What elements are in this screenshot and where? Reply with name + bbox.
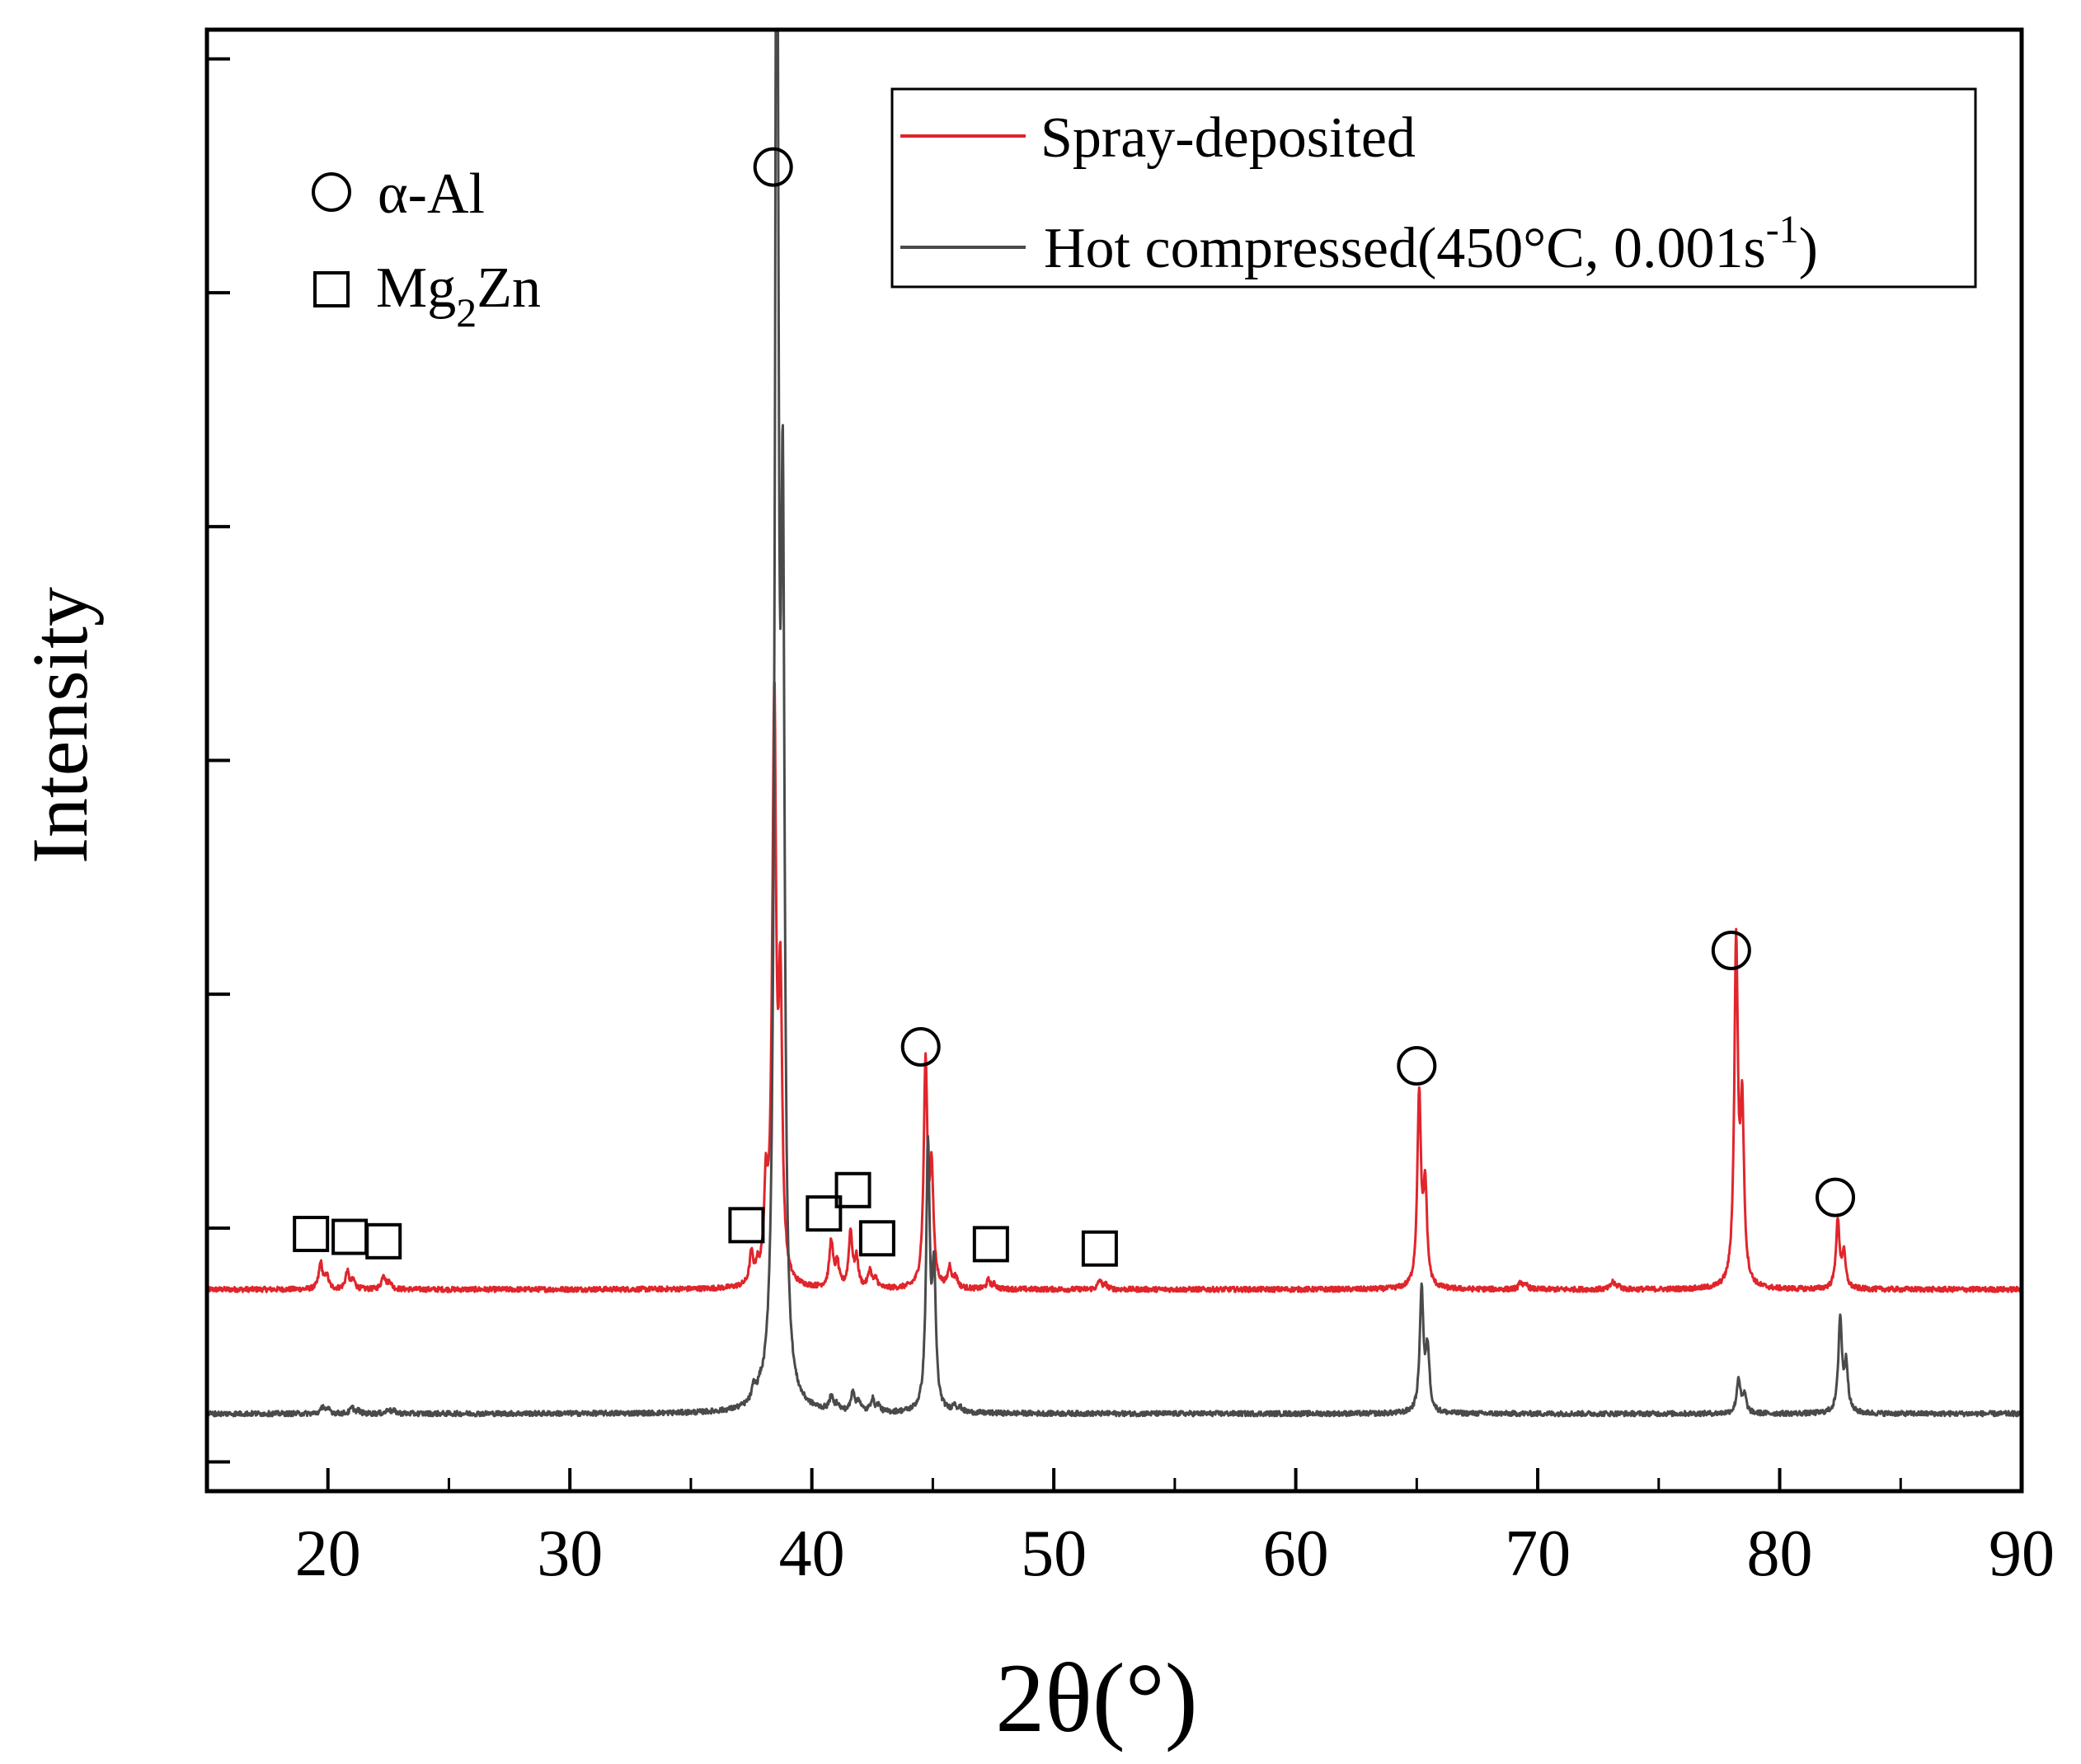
series-line-0: [207, 681, 2022, 1293]
mg2zn-marker-icon: [858, 1220, 895, 1257]
mg2zn-marker-icon: [972, 1226, 1009, 1263]
alpha-al-marker-icon: [900, 1027, 941, 1067]
phase-key-label-mg2zn: Mg2Zn: [376, 256, 541, 335]
legend: Spray-deposited Hot compressed(450°C, 0.…: [890, 87, 1977, 289]
alpha-al-marker-icon: [1816, 1177, 1856, 1217]
series-group: [207, 30, 2022, 1418]
mg2zn-marker-icon: [806, 1195, 843, 1232]
phase-key: α-Al Mg2Zn: [312, 162, 541, 335]
mg2zn-marker-icon: [293, 1215, 330, 1252]
x-tick-label: 20: [295, 1518, 361, 1590]
phase-key-label-alpha-al: α-Al: [378, 162, 485, 226]
series-line-1: [207, 30, 2022, 1418]
phase-annotations: [293, 147, 1856, 1267]
x-tick-label: 40: [779, 1518, 845, 1590]
x-tick-label: 70: [1505, 1518, 1571, 1590]
x-tick-label: 60: [1263, 1518, 1329, 1590]
legend-label-hot: Hot compressed(450°C, 0.001s-1): [1044, 208, 1818, 280]
x-tick-label: 80: [1747, 1518, 1813, 1590]
axes-group: 20 30 40 50 60 70 80 90: [205, 57, 2055, 1590]
x-tick-label: 90: [1989, 1518, 2055, 1590]
y-axis-title: Intensity: [16, 587, 104, 864]
alpha-al-circle-icon: [312, 172, 351, 212]
alpha-al-marker-icon: [753, 147, 793, 187]
x-tick-label: 50: [1021, 1518, 1087, 1590]
x-tick-label: 30: [537, 1518, 603, 1590]
mg2zn-square-icon: [313, 271, 350, 307]
mg2zn-marker-icon: [834, 1171, 871, 1208]
alpha-al-marker-icon: [1711, 930, 1751, 970]
legend-box: [890, 87, 1977, 289]
mg2zn-marker-icon: [728, 1207, 765, 1244]
mg2zn-marker-icon: [365, 1222, 402, 1260]
legend-label-spray: Spray-deposited: [1040, 106, 1416, 170]
mg2zn-marker-icon: [1081, 1230, 1118, 1267]
alpha-al-marker-icon: [1397, 1046, 1437, 1086]
x-axis-title: 2θ(°): [995, 1643, 1197, 1752]
